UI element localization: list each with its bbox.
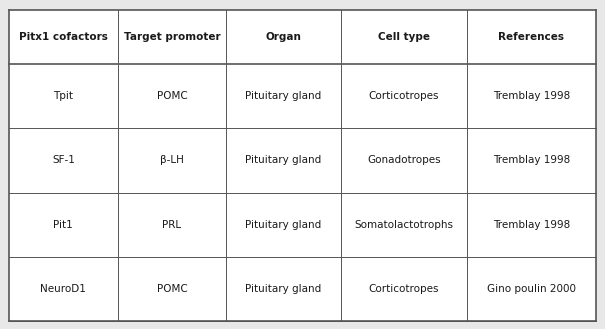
Text: Pit1: Pit1 <box>53 219 73 230</box>
Text: Tpit: Tpit <box>53 91 73 101</box>
Text: PRL: PRL <box>162 219 182 230</box>
Text: β-LH: β-LH <box>160 156 184 165</box>
Text: Pituitary gland: Pituitary gland <box>245 91 321 101</box>
Text: Tremblay 1998: Tremblay 1998 <box>492 91 570 101</box>
Text: Tremblay 1998: Tremblay 1998 <box>492 219 570 230</box>
Text: Tremblay 1998: Tremblay 1998 <box>492 156 570 165</box>
Text: Corticotropes: Corticotropes <box>368 91 439 101</box>
Text: Target promoter: Target promoter <box>123 32 220 42</box>
Text: POMC: POMC <box>157 284 188 294</box>
Text: POMC: POMC <box>157 91 188 101</box>
Text: Corticotropes: Corticotropes <box>368 284 439 294</box>
Text: References: References <box>499 32 564 42</box>
Text: NeuroD1: NeuroD1 <box>41 284 87 294</box>
Text: Pituitary gland: Pituitary gland <box>245 156 321 165</box>
Text: Pituitary gland: Pituitary gland <box>245 219 321 230</box>
Text: Organ: Organ <box>266 32 301 42</box>
Text: SF-1: SF-1 <box>52 156 75 165</box>
Text: Gino poulin 2000: Gino poulin 2000 <box>487 284 576 294</box>
Text: Pituitary gland: Pituitary gland <box>245 284 321 294</box>
Text: Pitx1 cofactors: Pitx1 cofactors <box>19 32 108 42</box>
Text: Somatolactotrophs: Somatolactotrophs <box>355 219 453 230</box>
Text: Gonadotropes: Gonadotropes <box>367 156 440 165</box>
Text: Cell type: Cell type <box>378 32 430 42</box>
